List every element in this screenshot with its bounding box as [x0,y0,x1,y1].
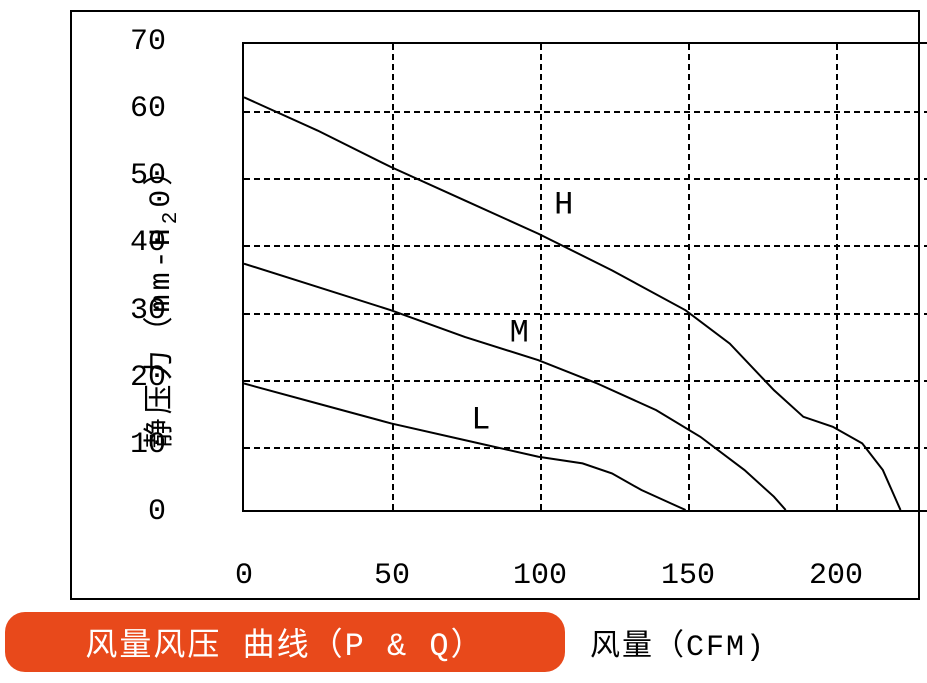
curve-m [244,264,786,510]
y-tick-label: 0 [148,495,166,529]
curve-l [244,384,686,510]
x-axis-label: 风量（CFM) [590,620,766,665]
x-tick-label: 200 [809,559,863,593]
y-tick-label: 60 [130,92,166,126]
x-tick-label: 50 [374,559,410,593]
curve-label-h: H [554,187,573,224]
plot-area: HML 050100150200250 [242,42,927,512]
curve-h [244,97,901,510]
curve-label-m: M [510,314,529,351]
x-tick-label: 0 [235,559,253,593]
x-tick-label: 150 [661,559,715,593]
title-badge: 风量风压 曲线（P & Q） [5,612,565,672]
curve-label-l: L [471,402,490,439]
chart-panel: HML 050100150200250 010203040506070 [70,10,920,600]
curves-svg [244,44,927,510]
x-tick-label: 100 [513,559,567,593]
y-axis-label: 静压力（mm-H20） [134,152,183,449]
y-tick-label: 70 [130,25,166,59]
